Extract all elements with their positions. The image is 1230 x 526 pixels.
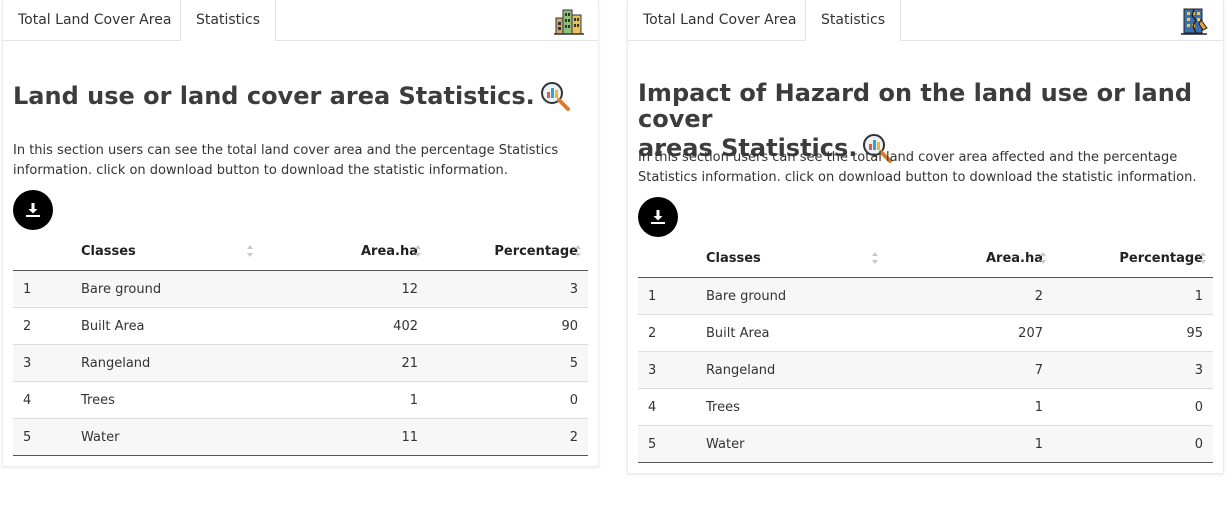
area-cell: 402 [256,307,428,345]
percentage-cell: 0 [428,381,588,419]
table-header-row: Classes Area.ha Percentage [13,232,588,271]
damaged-building-icon [1181,8,1208,35]
header-percentage[interactable]: Percentage [428,232,588,271]
row-index: 3 [13,344,71,382]
table-row[interactable]: 3 Rangeland 7 3 [638,351,1213,389]
header-percentage[interactable]: Percentage [1053,239,1213,278]
header-classes-label: Classes [706,250,761,266]
page-title: Land use or land cover area Statistics. [13,80,588,112]
percentage-cell: 5 [428,344,588,382]
area-cell: 11 [256,418,428,456]
class-cell: Water [71,418,256,456]
class-cell: Trees [696,388,881,426]
tab-total-land-cover-area[interactable]: Total Land Cover Area [643,12,797,28]
table-row[interactable]: 4 Trees 1 0 [13,381,588,419]
area-cell: 21 [256,344,428,382]
percentage-cell: 2 [428,418,588,456]
row-index: 4 [13,381,71,419]
magnifier-chart-icon [540,82,570,111]
header-percentage-label: Percentage [494,243,578,259]
class-cell: Built Area [696,314,881,352]
percentage-cell: 0 [1053,388,1213,426]
row-index: 5 [638,425,696,463]
header-classes[interactable]: Classes [71,232,256,271]
sort-icon [575,245,581,257]
download-icon [26,203,40,217]
download-button[interactable] [638,197,678,237]
statistics-table: Classes Area.ha Percentage 1 Bare ground… [13,232,588,456]
table-row[interactable]: 3 Rangeland 21 5 [13,344,588,382]
class-cell: Built Area [71,307,256,345]
table-row[interactable]: 5 Water 11 2 [13,418,588,456]
title-line-2: areas Statistics. [638,134,858,162]
table-row[interactable]: 2 Built Area 402 90 [13,307,588,345]
statistics-header: Impact of Hazard on the land use or land… [638,80,1213,164]
table-row[interactable]: 1 Bare ground 2 1 [638,277,1213,315]
class-cell: Bare ground [71,270,256,308]
tab-bar: Total Land Cover Area Statistics [3,0,598,41]
statistics-table: Classes Area.ha Percentage 1 Bare ground… [638,239,1213,463]
sort-icon [872,252,878,264]
header-area-label: Area.ha [360,243,418,259]
header-classes[interactable]: Classes [696,239,881,278]
area-cell: 1 [881,388,1053,426]
row-index: 3 [638,351,696,389]
percentage-cell: 1 [1053,277,1213,315]
header-index [13,232,71,271]
header-classes-label: Classes [81,243,136,259]
sort-icon [1040,252,1046,264]
tab-statistics[interactable]: Statistics [180,0,276,41]
page-title: Impact of Hazard on the land use or land… [638,80,1213,164]
class-cell: Trees [71,381,256,419]
sort-icon [1200,252,1206,264]
class-cell: Water [696,425,881,463]
header-area[interactable]: Area.ha [881,239,1053,278]
sort-icon [247,245,253,257]
section-description: In this section users can see the total … [638,150,1197,185]
city-buildings-icon [554,9,584,35]
title-line-1: Impact of Hazard on the land use or land… [638,79,1193,133]
table-row[interactable]: 1 Bare ground 12 3 [13,270,588,308]
percentage-cell: 90 [428,307,588,345]
area-cell: 1 [256,381,428,419]
land-cover-statistics-panel: Total Land Cover Area Statistics Land us… [2,0,599,467]
download-button[interactable] [13,190,53,230]
percentage-cell: 95 [1053,314,1213,352]
header-area[interactable]: Area.ha [256,232,428,271]
area-cell: 7 [881,351,1053,389]
tab-bar: Total Land Cover Area Statistics [628,0,1223,41]
table-row[interactable]: 2 Built Area 207 95 [638,314,1213,352]
header-index [638,239,696,278]
hazard-impact-statistics-panel: Total Land Cover Area Statistics Impact … [627,0,1224,474]
sort-icon [415,245,421,257]
table-row[interactable]: 5 Water 1 0 [638,425,1213,463]
percentage-cell: 3 [428,270,588,308]
row-index: 4 [638,388,696,426]
class-cell: Rangeland [696,351,881,389]
row-index: 2 [638,314,696,352]
row-index: 1 [13,270,71,308]
percentage-cell: 3 [1053,351,1213,389]
percentage-cell: 0 [1053,425,1213,463]
table-row[interactable]: 4 Trees 1 0 [638,388,1213,426]
header-percentage-label: Percentage [1119,250,1203,266]
row-index: 2 [13,307,71,345]
area-cell: 2 [881,277,1053,315]
class-cell: Rangeland [71,344,256,382]
area-cell: 207 [881,314,1053,352]
row-index: 1 [638,277,696,315]
tab-statistics[interactable]: Statistics [805,0,901,41]
class-cell: Bare ground [696,277,881,315]
section-description: In this section users can see the total … [13,143,559,178]
table-header-row: Classes Area.ha Percentage [638,239,1213,278]
download-icon [651,210,665,224]
row-index: 5 [13,418,71,456]
title-text: Land use or land cover area Statistics. [13,82,535,110]
area-cell: 1 [881,425,1053,463]
magnifier-chart-icon [863,134,893,163]
statistics-header: Land use or land cover area Statistics. [13,80,588,112]
area-cell: 12 [256,270,428,308]
tab-total-land-cover-area[interactable]: Total Land Cover Area [18,12,172,28]
header-area-label: Area.ha [985,250,1043,266]
